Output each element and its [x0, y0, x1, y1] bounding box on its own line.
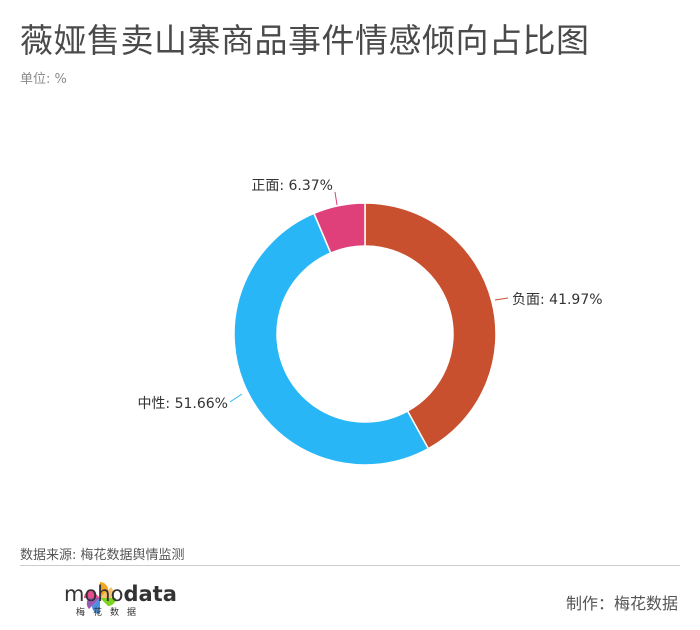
unit-label: 单位: %: [20, 72, 67, 87]
label-leader-line-2: [229, 393, 243, 403]
donut-chart: 负面: 41.97% 中性: 51.66% 正面: 6.37%: [137, 178, 603, 466]
footer-divider: [20, 565, 680, 566]
label-leader-line-1: [494, 297, 509, 301]
data-label-2: 中性: 51.66%: [137, 396, 228, 412]
donut-slice-3: [312, 202, 366, 254]
donut-slice-1: [364, 202, 497, 450]
data-label-1: 负面: 41.97%: [512, 292, 603, 308]
pinwheel-logo-icon: [84, 582, 116, 614]
data-label-3: 正面: 6.37%: [251, 178, 333, 194]
data-source: 数据来源: 梅花数据舆情监测: [20, 548, 185, 563]
maker-credit: 制作：梅花数据: [565, 594, 678, 613]
label-leader-line-3: [334, 191, 338, 206]
donut-slice-2: [233, 212, 430, 466]
brand-name: mohodata: [64, 582, 177, 606]
brand-subtitle: 梅花数据: [76, 608, 145, 618]
chart-title: 薇娅售卖山寨商品事件情感倾向占比图: [20, 21, 590, 60]
